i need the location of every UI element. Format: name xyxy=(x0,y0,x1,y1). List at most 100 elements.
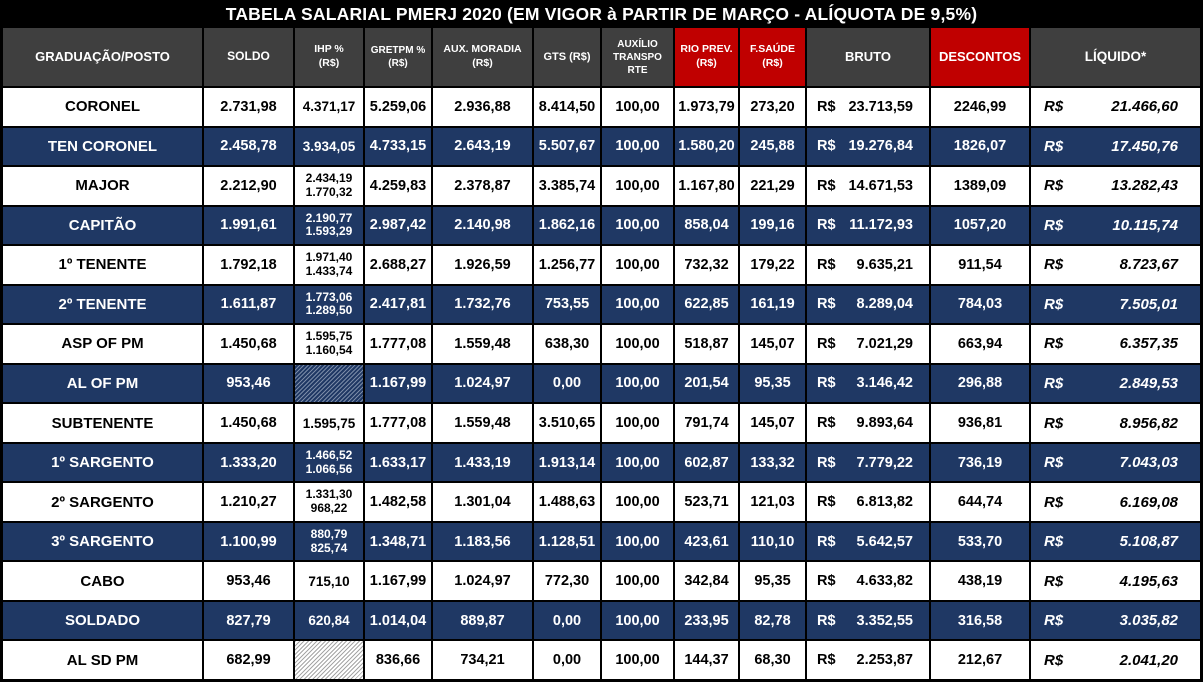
cell-value: 9.635,21 xyxy=(856,256,913,273)
column-header-gts: GTS (R$) xyxy=(534,28,600,86)
cell-value: 11.172,93 xyxy=(849,217,913,234)
cell-bruto: R$ 3.146,42 xyxy=(807,364,929,403)
cell-aux_moradia: 1.301,04 xyxy=(433,483,532,521)
cell-f_saude: 199,16 xyxy=(740,206,805,245)
cell-value: 23.713,59 xyxy=(848,98,913,115)
currency-prefix: R$ xyxy=(817,177,836,194)
cell-posto: SUBTENENTE xyxy=(3,404,202,442)
cell-aux_transporte: 100,00 xyxy=(602,364,673,403)
cell-bruto: R$ 14.671,53 xyxy=(807,167,929,205)
cell-gts: 1.913,14 xyxy=(534,443,600,482)
cell-value: 14.671,53 xyxy=(848,177,913,194)
cell-f_saude: 110,10 xyxy=(740,522,805,561)
cell-gretpm: 5.259,06 xyxy=(365,88,431,126)
cell-value: 4.633,82 xyxy=(856,573,913,590)
cell-posto: 2º SARGENTO xyxy=(3,483,202,521)
column-header-soldo: SOLDO xyxy=(204,28,293,86)
cell-gts: 753,55 xyxy=(534,285,600,324)
cell-gts: 0,00 xyxy=(534,601,600,640)
cell-descontos: 911,54 xyxy=(931,246,1029,284)
cell-rio_prev: 791,74 xyxy=(675,404,738,442)
cell-rio_prev: 1.580,20 xyxy=(675,127,738,166)
cell-liquido: R$ 7.043,03 xyxy=(1031,443,1200,482)
column-header-liquido: LÍQUIDO* xyxy=(1031,28,1200,86)
currency-prefix: R$ xyxy=(817,652,836,669)
cell-ihp: 2.190,77 1.593,29 xyxy=(295,206,363,245)
cell-gretpm: 1.633,17 xyxy=(365,443,431,482)
cell-value: 8.723,67 xyxy=(1119,256,1178,274)
cell-rio_prev: 602,87 xyxy=(675,443,738,482)
currency-prefix: R$ xyxy=(817,138,836,155)
cell-liquido: R$ 17.450,76 xyxy=(1031,127,1200,166)
cell-gts: 3.385,74 xyxy=(534,167,600,205)
cell-rio_prev: 622,85 xyxy=(675,285,738,324)
cell-posto: 1º TENENTE xyxy=(3,246,202,284)
cell-liquido: R$ 2.041,20 xyxy=(1031,641,1200,679)
cell-descontos: 663,94 xyxy=(931,325,1029,363)
cell-rio_prev: 342,84 xyxy=(675,562,738,600)
cell-f_saude: 221,29 xyxy=(740,167,805,205)
cell-value: 7.505,01 xyxy=(1119,295,1178,313)
cell-bruto: R$ 6.813,82 xyxy=(807,483,929,521)
cell-aux_moradia: 1.926,59 xyxy=(433,246,532,284)
currency-prefix: R$ xyxy=(1044,137,1064,155)
cell-posto: 3º SARGENTO xyxy=(3,522,202,561)
cell-aux_transporte: 100,00 xyxy=(602,88,673,126)
cell-gretpm: 4.733,15 xyxy=(365,127,431,166)
cell-liquido: R$ 21.466,60 xyxy=(1031,88,1200,126)
cell-aux_transporte: 100,00 xyxy=(602,443,673,482)
cell-liquido: R$ 4.195,63 xyxy=(1031,562,1200,600)
cell-rio_prev: 201,54 xyxy=(675,364,738,403)
cell-f_saude: 68,30 xyxy=(740,641,805,679)
currency-prefix: R$ xyxy=(1044,572,1064,590)
cell-f_saude: 161,19 xyxy=(740,285,805,324)
cell-f_saude: 145,07 xyxy=(740,325,805,363)
cell-soldo: 1.100,99 xyxy=(204,522,293,561)
cell-soldo: 953,46 xyxy=(204,562,293,600)
cell-f_saude: 95,35 xyxy=(740,562,805,600)
cell-aux_transporte: 100,00 xyxy=(602,522,673,561)
currency-prefix: R$ xyxy=(817,612,836,629)
cell-aux_moradia: 1.559,48 xyxy=(433,404,532,442)
cell-soldo: 2.731,98 xyxy=(204,88,293,126)
cell-soldo: 682,99 xyxy=(204,641,293,679)
cell-aux_moradia: 1.024,97 xyxy=(433,562,532,600)
cell-aux_moradia: 1.433,19 xyxy=(433,443,532,482)
cell-bruto: R$ 9.635,21 xyxy=(807,246,929,284)
currency-prefix: R$ xyxy=(1044,493,1064,511)
cell-value: 6.813,82 xyxy=(856,494,913,511)
cell-ihp: 620,84 xyxy=(295,601,363,640)
cell-liquido: R$ 10.115,74 xyxy=(1031,206,1200,245)
cell-bruto: R$ 9.893,64 xyxy=(807,404,929,442)
column-header-aux_transporte: AUXÍLIO TRANSPO RTE xyxy=(602,28,673,86)
cell-gretpm: 2.987,42 xyxy=(365,206,431,245)
cell-descontos: 438,19 xyxy=(931,562,1029,600)
cell-bruto: R$ 3.352,55 xyxy=(807,601,929,640)
cell-descontos: 736,19 xyxy=(931,443,1029,482)
cell-rio_prev: 423,61 xyxy=(675,522,738,561)
cell-gretpm: 1.167,99 xyxy=(365,562,431,600)
cell-aux_transporte: 100,00 xyxy=(602,325,673,363)
cell-ihp: 715,10 xyxy=(295,562,363,600)
cell-value: 2.849,53 xyxy=(1119,374,1178,392)
cell-ihp: 1.971,40 1.433,74 xyxy=(295,246,363,284)
cell-aux_moradia: 1.183,56 xyxy=(433,522,532,561)
cell-aux_moradia: 889,87 xyxy=(433,601,532,640)
currency-prefix: R$ xyxy=(817,573,836,590)
currency-prefix: R$ xyxy=(817,375,836,392)
cell-soldo: 2.212,90 xyxy=(204,167,293,205)
cell-aux_moradia: 734,21 xyxy=(433,641,532,679)
cell-posto: 2º TENENTE xyxy=(3,285,202,324)
currency-prefix: R$ xyxy=(817,296,836,313)
cell-value: 6.169,08 xyxy=(1119,493,1178,511)
cell-aux_moradia: 2.140,98 xyxy=(433,206,532,245)
cell-value: 3.035,82 xyxy=(1119,612,1178,630)
cell-gts: 0,00 xyxy=(534,641,600,679)
cell-soldo: 1.210,27 xyxy=(204,483,293,521)
cell-f_saude: 145,07 xyxy=(740,404,805,442)
cell-descontos: 2246,99 xyxy=(931,88,1029,126)
cell-gts: 8.414,50 xyxy=(534,88,600,126)
cell-f_saude: 121,03 xyxy=(740,483,805,521)
cell-gts: 3.510,65 xyxy=(534,404,600,442)
